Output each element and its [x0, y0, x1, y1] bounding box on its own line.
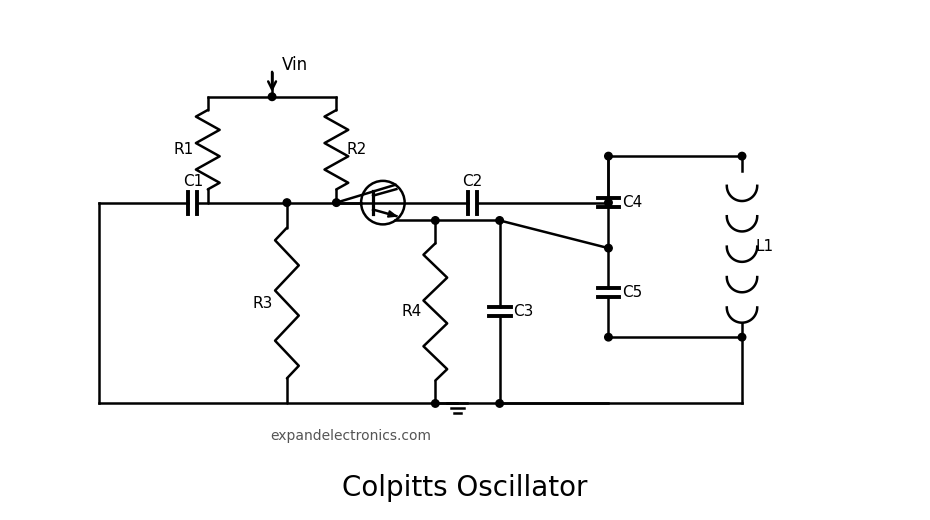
Circle shape	[432, 217, 439, 224]
Circle shape	[604, 244, 612, 252]
Circle shape	[496, 217, 503, 224]
Circle shape	[269, 93, 276, 100]
Circle shape	[333, 199, 340, 206]
Text: C1: C1	[183, 174, 203, 189]
Text: expandelectronics.com: expandelectronics.com	[271, 429, 432, 443]
Text: Vin: Vin	[282, 56, 308, 74]
Circle shape	[604, 152, 612, 160]
Text: C4: C4	[622, 194, 643, 210]
Text: R1: R1	[174, 142, 194, 157]
Text: R4: R4	[401, 304, 421, 319]
Text: C3: C3	[513, 304, 534, 319]
Circle shape	[604, 333, 612, 341]
Text: R2: R2	[346, 142, 366, 157]
Circle shape	[738, 333, 746, 341]
Text: L1: L1	[756, 239, 774, 254]
Text: C5: C5	[622, 285, 643, 300]
Circle shape	[432, 400, 439, 407]
Text: Colpitts Oscillator: Colpitts Oscillator	[342, 474, 588, 502]
Circle shape	[604, 199, 612, 206]
Polygon shape	[388, 211, 396, 217]
Circle shape	[738, 152, 746, 160]
Text: R3: R3	[253, 295, 273, 310]
Circle shape	[496, 400, 503, 407]
Circle shape	[283, 199, 291, 206]
Text: C2: C2	[462, 174, 483, 189]
